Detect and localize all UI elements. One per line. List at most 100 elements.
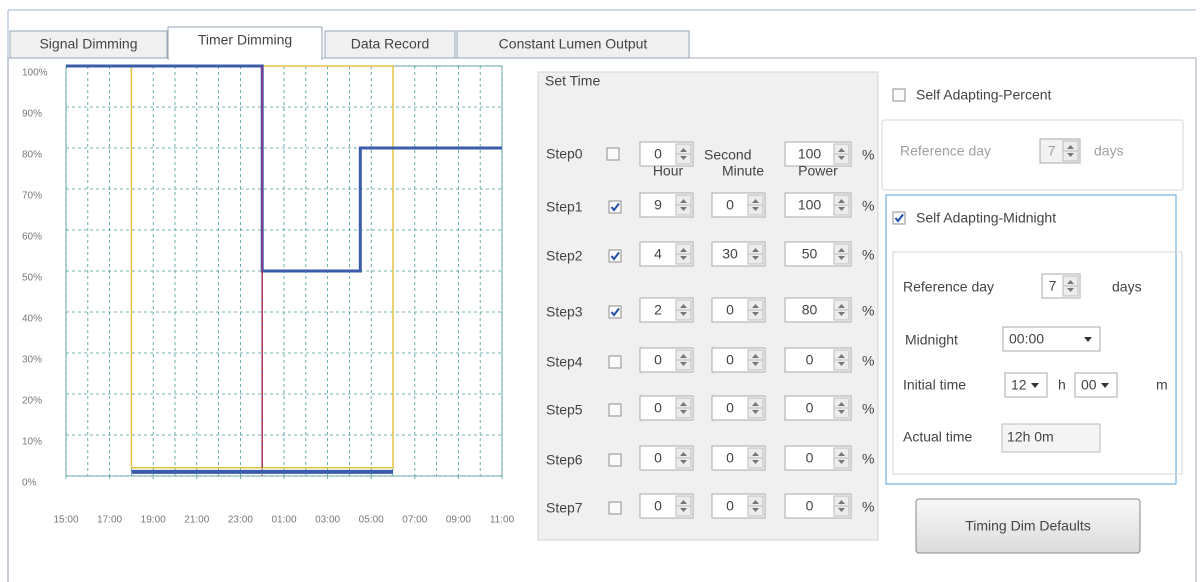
percent-label: %: [862, 247, 874, 263]
combo-arrow: [1031, 383, 1039, 388]
checkbox[interactable]: [608, 200, 622, 214]
combo-box[interactable]: [1002, 326, 1101, 352]
check-mark: [610, 202, 620, 212]
y-tick-label: 30%: [22, 355, 42, 366]
tab[interactable]: [324, 30, 456, 59]
checkbox[interactable]: [608, 403, 622, 417]
field-label: Reference day: [903, 279, 994, 295]
tab-label: Signal Dimming: [39, 36, 137, 52]
spin-down: [838, 156, 845, 160]
spin-down: [838, 207, 845, 211]
checkbox[interactable]: [892, 211, 906, 225]
tab[interactable]: [456, 30, 690, 59]
y-tick-label: 60%: [22, 232, 42, 243]
series-line: [66, 64, 502, 273]
option-label: Self Adapting-Midnight: [916, 210, 1056, 226]
unit-label: Second: [704, 147, 751, 163]
combo-arrow: [1101, 383, 1109, 388]
spin-value: 0: [806, 498, 814, 514]
combo-arrow: [1084, 337, 1092, 342]
check-mark: [610, 307, 620, 317]
button[interactable]: [915, 498, 1141, 554]
step-label: Step2: [546, 248, 583, 264]
spin-up: [838, 452, 845, 456]
spin-up: [752, 452, 759, 456]
spin-value: 0: [654, 450, 662, 466]
step-label: Step6: [546, 452, 583, 468]
spin-down: [680, 508, 687, 512]
field-label: Initial time: [903, 377, 966, 393]
x-tick-label: 03:00: [315, 515, 340, 526]
tab-label: Data Record: [351, 36, 430, 52]
field-label: Actual time: [903, 429, 972, 445]
step-label: Step4: [546, 354, 583, 370]
x-tick-label: 23:00: [228, 515, 253, 526]
spin-up: [752, 500, 759, 504]
spin-up: [1067, 280, 1074, 284]
text-value: 12h 0m: [1007, 429, 1054, 445]
checkbox[interactable]: [608, 355, 622, 369]
button-label: Timing Dim Defaults: [965, 518, 1091, 534]
spin-up: [838, 402, 845, 406]
spin-value: 0: [806, 450, 814, 466]
spin-down: [752, 362, 759, 366]
combo-box[interactable]: [1074, 372, 1118, 398]
spin-value: 0: [726, 450, 734, 466]
spin-value: 100: [798, 197, 822, 213]
unit-label: m: [1156, 377, 1168, 393]
spin-value: 0: [654, 352, 662, 368]
unit-label: days: [1112, 279, 1142, 295]
spin-up: [680, 248, 687, 252]
x-tick-label: 19:00: [141, 515, 166, 526]
spin-value: 30: [722, 246, 738, 262]
x-tick-label: 17:00: [97, 515, 122, 526]
spin-down: [680, 362, 687, 366]
checkbox[interactable]: [608, 453, 622, 467]
spin-value: 0: [654, 498, 662, 514]
column-header: Minute: [722, 163, 764, 179]
combo-value: 00: [1081, 377, 1097, 393]
spin-down: [752, 508, 759, 512]
unit-label: days: [1094, 143, 1124, 159]
percent-label: %: [862, 401, 874, 417]
spin-up: [838, 500, 845, 504]
spin-value: 4: [654, 246, 662, 262]
spin-up: [752, 402, 759, 406]
percent-label: %: [862, 303, 874, 319]
tab-label: Constant Lumen Output: [499, 36, 648, 52]
spin-down: [752, 207, 759, 211]
checkbox[interactable]: [608, 305, 622, 319]
percent-label: %: [862, 147, 874, 163]
spin-value: 0: [806, 352, 814, 368]
check-mark: [894, 213, 904, 223]
column-header: Power: [798, 163, 838, 179]
spin-value: 0: [726, 400, 734, 416]
checkbox[interactable]: [606, 147, 620, 161]
spin-down: [1067, 288, 1074, 292]
spin-down: [1067, 153, 1074, 157]
y-tick-label: 90%: [22, 109, 42, 120]
combo-box[interactable]: [1004, 372, 1048, 398]
checkbox[interactable]: [892, 88, 906, 102]
tab-label: Timer Dimming: [198, 32, 292, 48]
spin-down: [838, 312, 845, 316]
checkbox[interactable]: [608, 249, 622, 263]
step-label: Step0: [546, 146, 583, 162]
spin-up: [752, 304, 759, 308]
tab[interactable]: [9, 30, 168, 59]
checkbox[interactable]: [608, 501, 622, 515]
spin-up: [680, 354, 687, 358]
spin-up: [680, 500, 687, 504]
spin-down: [752, 256, 759, 260]
x-tick-label: 09:00: [446, 515, 471, 526]
x-tick-label: 05:00: [359, 515, 384, 526]
spin-value: 0: [726, 352, 734, 368]
spin-down: [680, 207, 687, 211]
spin-down: [680, 410, 687, 414]
percent-label: %: [862, 451, 874, 467]
spin-up: [838, 248, 845, 252]
combo-value: 00:00: [1009, 331, 1044, 347]
spin-value: 0: [726, 197, 734, 213]
x-tick-label: 11:00: [490, 515, 515, 526]
spin-value: 0: [806, 400, 814, 416]
